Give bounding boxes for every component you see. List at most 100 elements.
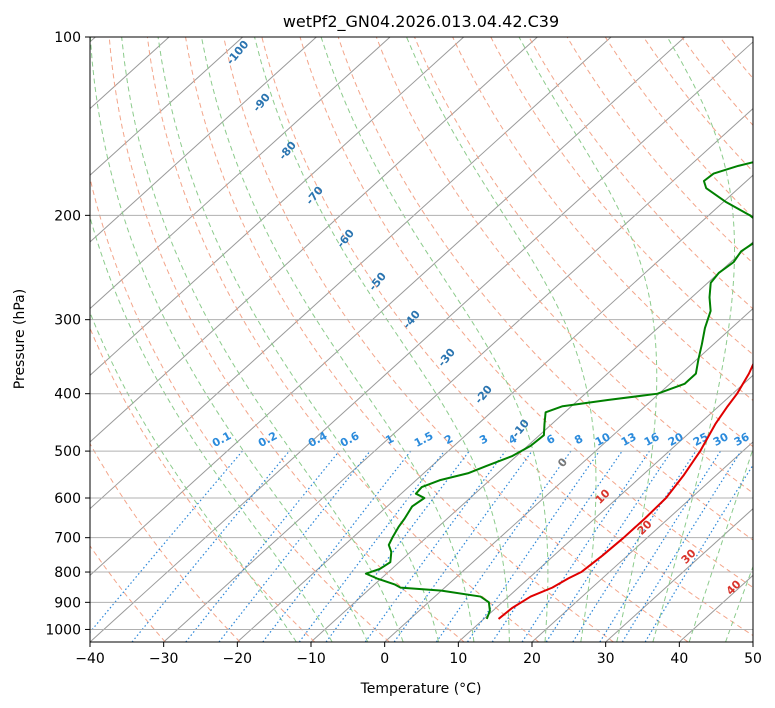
mixing-ratio-line <box>262 450 412 642</box>
x-axis: −40 −30 −20 −10 0 10 20 30 40 50 <box>75 642 762 667</box>
dry-adiabat-line <box>185 37 614 642</box>
dry-adiabat-label: -100 <box>224 38 252 68</box>
dry-adiabat-line <box>90 176 390 642</box>
x-tick-label: −20 <box>223 651 253 667</box>
isotherm-line <box>90 37 538 443</box>
mixing-ratio-line <box>325 450 470 642</box>
isotherm-line <box>90 37 391 310</box>
y-tick-label: 100 <box>54 30 81 46</box>
y-tick-label: 600 <box>54 491 81 507</box>
x-tick-label: −40 <box>75 651 105 667</box>
reference-curve <box>0 37 70 642</box>
dewpoint-profile-line <box>364 161 753 620</box>
mixing-ratio-label: 0.4 <box>306 429 330 450</box>
moist-adiabat-line <box>90 311 297 642</box>
y-tick-label: 300 <box>54 313 81 329</box>
y-tick-label: 1000 <box>45 622 81 638</box>
dry-adiabat-line <box>299 37 753 589</box>
isotherm-line <box>605 507 753 642</box>
x-axis-label: Temperature (°C) <box>360 681 482 697</box>
y-tick-label: 400 <box>54 387 81 403</box>
plot-frame <box>89 36 754 643</box>
mixing-ratio-line <box>90 450 243 634</box>
mixing-ratio-label: 3 <box>477 432 490 447</box>
isotherm-line <box>384 307 753 642</box>
y-tick-label: 500 <box>54 444 81 460</box>
moist-adiabat-label: 0 <box>555 455 570 469</box>
chart-title: wetPf2_GN04.2026.013.04.42.C39 <box>283 12 559 32</box>
isotherm-line <box>457 374 753 642</box>
isotherm-line <box>531 441 753 642</box>
isotherm-line <box>752 641 753 642</box>
dry-adiabat-line <box>146 37 540 642</box>
dry-adiabat-line <box>375 37 753 494</box>
mixing-ratio-label: 10 <box>593 430 613 449</box>
y-axis: 100 200 300 400 500 600 700 800 900 1000 <box>45 30 90 638</box>
mixing-ratio-line <box>467 450 600 642</box>
dry-adiabat-line <box>758 37 775 642</box>
dry-adiabat-label: -40 <box>400 308 423 332</box>
mixing-ratio-label: 13 <box>619 430 639 449</box>
isotherm-line <box>90 41 753 642</box>
isotherm-line <box>90 37 244 176</box>
isotherm-line <box>163 107 753 642</box>
mixing-ratio-label: 16 <box>642 430 662 449</box>
x-tick-label: 30 <box>597 651 615 667</box>
dry-adiabat-label: -70 <box>303 184 326 208</box>
dry-adiabat-line <box>528 37 753 310</box>
mixing-ratio-line <box>621 450 742 642</box>
mixing-ratio-line <box>599 450 722 642</box>
dry-adiabat-line <box>337 37 753 541</box>
moist-adiabat-line <box>157 37 440 642</box>
y-tick-label: 900 <box>54 595 81 611</box>
mixing-ratio-line <box>572 450 697 642</box>
mixing-ratio-label: 0.6 <box>338 429 362 450</box>
moist-adiabat-label: 20 <box>635 517 655 537</box>
dry-adiabat-line <box>452 37 753 402</box>
y-tick-label: 800 <box>54 565 81 581</box>
mixing-ratio-line <box>364 450 506 642</box>
mixing-ratio-line <box>491 450 623 642</box>
dry-adiabat-line <box>223 37 689 642</box>
mixing-ratio-label: 6 <box>544 432 557 447</box>
moist-adiabat-label: 30 <box>679 546 699 566</box>
moist-adiabat-line <box>200 37 475 642</box>
isotherm-line <box>90 37 317 243</box>
moist-adiabat-line <box>90 37 369 642</box>
mixing-ratio-line <box>218 450 371 642</box>
mixing-ratio-line <box>521 450 650 642</box>
moist-adiabat-line <box>688 447 753 642</box>
dry-adiabat-line <box>90 442 241 642</box>
x-tick-label: −30 <box>149 651 179 667</box>
x-tick-label: 40 <box>670 651 688 667</box>
dry-adiabat-line <box>90 326 316 642</box>
isotherm-line <box>90 37 612 510</box>
isotherm-line <box>90 37 686 576</box>
dry-adiabat-line <box>414 37 753 448</box>
temperature-profile-line <box>497 362 753 620</box>
moist-adiabat-label: 40 <box>724 577 744 597</box>
dry-adiabat-line <box>719 37 753 80</box>
x-tick-label: −10 <box>296 651 326 667</box>
y-tick-label: 200 <box>54 208 81 224</box>
y-tick-label: 700 <box>54 531 81 547</box>
dry-adiabat-line <box>490 37 753 356</box>
dry-adiabat-line <box>261 37 753 637</box>
moist-adiabat-line <box>121 37 404 642</box>
moist-adiabat-line <box>406 37 597 642</box>
dry-adiabat-label: -30 <box>435 346 458 370</box>
mixing-ratio-label: 36 <box>732 430 752 449</box>
x-tick-label: 20 <box>523 651 541 667</box>
mixing-ratio-line <box>185 450 340 642</box>
mixing-ratio-label: 1 <box>383 432 396 447</box>
x-tick-label: 50 <box>744 651 762 667</box>
mixing-ratio-line <box>393 450 533 642</box>
mixing-ratio-line <box>131 450 290 642</box>
dry-adiabat-line <box>643 37 753 173</box>
moist-adiabat-line <box>90 215 333 642</box>
x-tick-label: 10 <box>449 651 467 667</box>
mixing-ratio-label: 0.1 <box>210 429 233 450</box>
mixing-ratio-line <box>644 463 753 642</box>
moist-adiabat-line <box>725 565 753 642</box>
